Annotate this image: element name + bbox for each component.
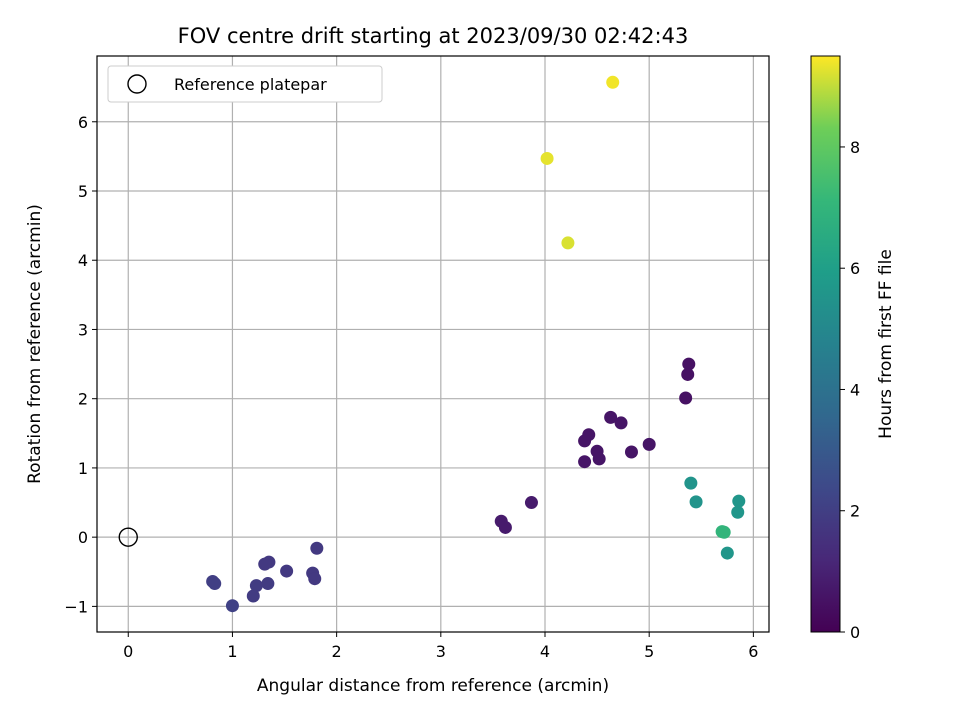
colorbar-tick-label: 0	[850, 623, 860, 642]
data-point	[280, 564, 294, 578]
data-point	[308, 572, 322, 586]
colorbar: 0 2 4 6 8 Hours from first FF file	[810, 55, 896, 642]
grid	[97, 56, 769, 632]
y-axis-ticks: −1 0 1 2 3 4 5 6	[64, 113, 97, 616]
legend-marker	[127, 74, 147, 94]
data-point	[225, 599, 239, 613]
x-tick-label: 1	[227, 642, 237, 661]
legend-box	[107, 65, 383, 103]
x-tick-label: 3	[436, 642, 446, 661]
x-tick-label: 6	[748, 642, 758, 661]
data-point	[606, 75, 620, 89]
data-point	[679, 391, 693, 405]
colorbar-label: Hours from first FF file	[876, 249, 896, 439]
legend: Reference platepar	[107, 65, 383, 103]
data-point	[592, 452, 606, 466]
legend-label: Reference platepar	[174, 75, 327, 94]
data-point	[249, 579, 263, 593]
data-point	[684, 476, 698, 490]
data-point	[682, 357, 696, 371]
y-axis-label: Rotation from reference (arcmin)	[25, 204, 45, 484]
colorbar-ticks: 0 2 4 6 8	[840, 138, 860, 642]
colorbar-tick-label: 6	[850, 259, 860, 278]
y-tick-label: 3	[78, 320, 88, 339]
data-point	[310, 541, 324, 555]
colorbar-tick-label: 4	[850, 380, 860, 399]
data-point	[578, 434, 592, 448]
x-tick-label: 5	[644, 642, 654, 661]
x-axis-ticks: 0 1 2 3 4 5 6	[123, 632, 758, 661]
colorbar-gradient	[810, 55, 841, 633]
y-tick-label: 5	[78, 182, 88, 201]
data-point	[258, 557, 272, 571]
y-tick-label: 4	[78, 251, 88, 270]
y-tick-label: 6	[78, 113, 88, 132]
data-point	[246, 589, 260, 603]
data-point	[578, 455, 592, 469]
data-point	[731, 505, 745, 519]
data-point	[540, 151, 554, 165]
data-point	[498, 520, 512, 534]
y-tick-label: 2	[78, 390, 88, 409]
data-point	[720, 546, 734, 560]
data-point	[261, 577, 275, 591]
reference-marker	[118, 527, 138, 547]
y-tick-label: −1	[64, 597, 88, 616]
data-point	[642, 437, 656, 451]
y-tick-label: 1	[78, 459, 88, 478]
plot-frame	[96, 55, 770, 633]
x-tick-label: 2	[332, 642, 342, 661]
colorbar-tick-label: 2	[850, 502, 860, 521]
y-tick-label: 0	[78, 528, 88, 547]
colorbar-tick-label: 8	[850, 138, 860, 157]
data-point	[561, 236, 575, 250]
data-point	[689, 495, 703, 509]
x-axis-label: Angular distance from reference (arcmin)	[257, 676, 609, 696]
chart-title: FOV centre drift starting at 2023/09/30 …	[178, 24, 689, 48]
data-points	[206, 75, 746, 613]
data-point	[717, 525, 731, 539]
data-point	[524, 496, 538, 510]
data-point	[624, 445, 638, 459]
x-tick-label: 0	[123, 642, 133, 661]
data-point	[208, 577, 222, 591]
data-point	[681, 367, 695, 381]
data-point	[604, 410, 618, 424]
x-tick-label: 4	[540, 642, 550, 661]
data-point	[614, 416, 628, 430]
data-point	[732, 494, 746, 508]
